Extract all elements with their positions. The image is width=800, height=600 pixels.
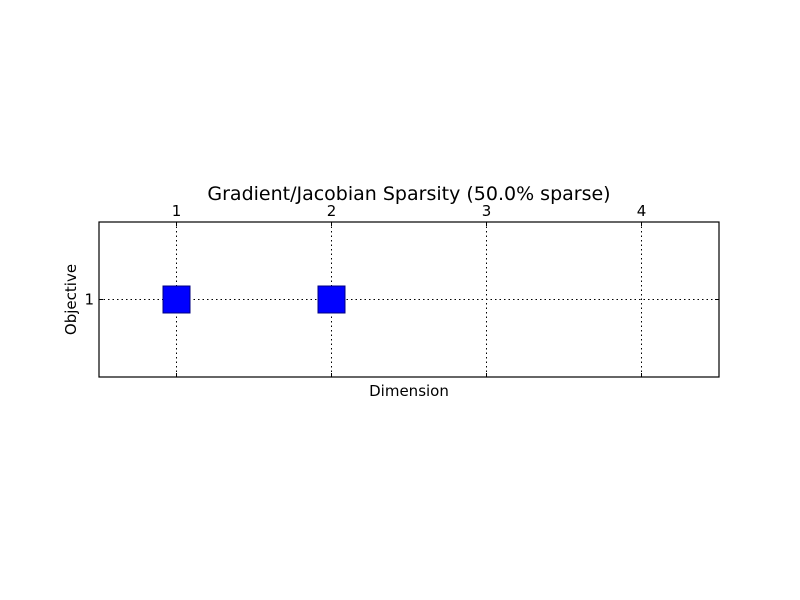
plot-area-background [99,222,719,377]
chart-title: Gradient/Jacobian Sparsity (50.0% sparse… [207,183,610,205]
x-tick-label: 1 [172,202,182,220]
x-tick-label: 4 [637,202,647,220]
y-tick-label: 1 [84,291,94,309]
data-point-marker [162,285,191,314]
axis-ticks: 1 2 3 4 1 [84,202,719,377]
x-axis-label: Dimension [369,382,449,400]
x-tick-label: 3 [482,202,492,220]
x-tick-label: 2 [327,202,337,220]
data-markers [162,285,346,314]
data-point-marker [317,285,346,314]
y-axis-label: Objective [62,264,80,335]
